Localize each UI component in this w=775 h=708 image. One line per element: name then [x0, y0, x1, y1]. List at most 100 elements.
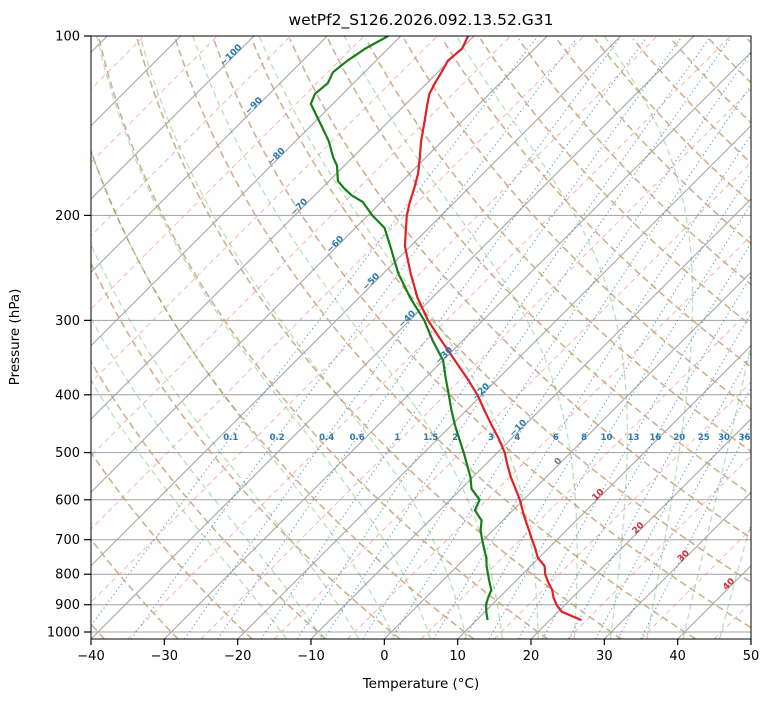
y-tick-label: 100	[55, 30, 80, 45]
mixing-ratio-line	[91, 38, 537, 627]
mixing-ratio-line	[542, 274, 751, 639]
x-tick-label: 20	[523, 649, 540, 664]
isotherm-line	[91, 36, 475, 420]
dry-adiabat-line	[365, 38, 751, 453]
isotherm-line	[91, 36, 182, 127]
dewpoint-line	[309, 36, 493, 621]
mixing-ratio-label: 25	[698, 433, 710, 443]
offset-isotherm-line	[347, 234, 751, 639]
isotherm-line	[677, 564, 751, 639]
y-tick-label: 800	[55, 568, 80, 583]
isotherm-line	[457, 344, 751, 639]
isotherm-line	[750, 638, 751, 639]
mixing-ratio-label: 8	[581, 433, 587, 443]
isotherm-line	[163, 51, 751, 639]
y-axis-label: Pressure (hPa)	[7, 289, 23, 386]
moist-adiabat-line	[603, 36, 694, 639]
dry-adiabat-line	[441, 38, 751, 368]
moist-adiabat-line	[718, 521, 751, 639]
mixing-ratio-label: 13	[628, 433, 640, 443]
x-tick-label: 40	[669, 649, 686, 664]
mixing-ratio-label: 36	[739, 433, 751, 443]
isotherm-label: 30	[676, 549, 692, 565]
x-tick-label: −20	[224, 649, 251, 664]
y-tick-label: 900	[55, 598, 80, 613]
moist-adiabat-line	[91, 379, 288, 639]
isotherm-label: 10	[591, 487, 607, 503]
moist-adiabat-line	[91, 242, 360, 639]
isotherm-line	[91, 36, 402, 347]
x-tick-label: 10	[449, 649, 466, 664]
isotherm-label: −80	[266, 146, 287, 167]
x-tick-label: −10	[297, 649, 324, 664]
mixing-ratio-line	[184, 38, 620, 639]
dry-adiabat-line	[91, 451, 253, 639]
mixing-ratio-lines	[91, 38, 751, 639]
dry-adiabat-line	[670, 38, 751, 124]
axis-ticks: −40 −30 −20 −10 0 10 20 30 40 5010020030040050060…	[47, 30, 759, 665]
isotherm-label: −20	[471, 382, 492, 403]
dry-adiabat-line	[289, 38, 751, 540]
offset-isotherm-line	[273, 161, 751, 639]
mixing-ratio-label: 3	[488, 433, 494, 443]
dry-adiabat-line	[594, 38, 751, 205]
offset-isotherm-line	[91, 36, 512, 457]
x-axis-label: Temperature (°C)	[362, 676, 480, 692]
offset-isotherm-line	[713, 601, 751, 639]
dry-adiabat-line	[212, 38, 751, 629]
mixing-ratio-line	[217, 38, 646, 639]
dry-adiabat-line	[327, 38, 751, 496]
isotherm-label: −90	[244, 96, 265, 117]
dry-adiabat-line	[98, 38, 549, 639]
y-tick-label: 700	[55, 533, 80, 548]
isotherm-line	[91, 36, 622, 567]
offset-isotherm-line	[127, 36, 732, 639]
temperature-line	[403, 36, 582, 622]
dry-adiabat-line	[91, 538, 179, 639]
mixing-ratio-label: 20	[673, 433, 685, 443]
mixing-ratio-label: 1.5	[423, 433, 438, 443]
isotherm-lines	[91, 36, 751, 639]
isotherm-line	[530, 418, 751, 639]
mixing-ratio-label: 10	[601, 433, 613, 443]
moist-adiabat-line	[455, 36, 628, 639]
dry-adiabat-line	[91, 148, 475, 639]
isotherm-line	[383, 271, 751, 639]
moist-adiabat-line	[258, 36, 539, 639]
isotherm-line	[91, 36, 255, 200]
mixing-ratio-label: 0.6	[350, 433, 365, 443]
isotherm-line	[91, 36, 695, 639]
y-tick-label: 300	[55, 314, 80, 329]
dry-adiabat-line	[479, 38, 751, 327]
plot-border	[90, 35, 752, 640]
isotherm-line	[91, 36, 328, 274]
mixing-ratio-label: 0.2	[270, 433, 285, 443]
mixing-ratio-label: 1	[394, 433, 400, 443]
mixing-ratio-line	[362, 51, 751, 639]
dry-adiabat-line	[174, 38, 696, 639]
mixing-ratio-label: 0.4	[319, 433, 334, 443]
isotherm-line	[237, 124, 751, 639]
mixing-ratio-label: 4	[514, 433, 520, 443]
x-tick-label: −40	[77, 649, 104, 664]
chart-layers: −100−90−80−70−60−50−40−30−20−10010203040…	[47, 30, 759, 665]
dry-adiabat-line	[518, 38, 751, 286]
moist-adiabat-line	[139, 36, 467, 639]
isotherm-line	[91, 36, 548, 494]
x-tick-label: 50	[743, 649, 760, 664]
isotherm-line	[603, 491, 751, 639]
offset-isotherm-line	[91, 36, 658, 604]
isotherm-line	[310, 198, 751, 639]
offset-isotherm-line	[200, 88, 751, 639]
isotherm-label: −50	[361, 272, 382, 293]
x-tick-label: 0	[380, 649, 388, 664]
y-tick-label: 1000	[47, 626, 80, 641]
isotherm-label: −100	[219, 43, 245, 69]
mixing-ratio-line	[568, 312, 751, 639]
mixing-ratio-label: 6	[553, 433, 559, 443]
moist-adiabat-line	[91, 316, 324, 639]
y-tick-label: 400	[55, 388, 80, 403]
mixing-ratio-label: 30	[718, 433, 730, 443]
y-tick-label: 500	[55, 446, 80, 461]
